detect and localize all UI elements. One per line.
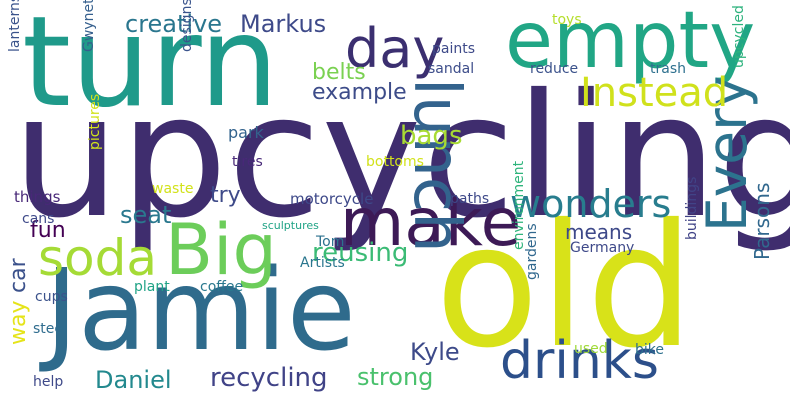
word-try: try — [210, 183, 241, 208]
word-example: example — [312, 80, 407, 105]
word-cups: cups — [35, 289, 68, 305]
word-jamie: Jamie — [45, 246, 356, 376]
word-plant: plant — [134, 279, 170, 295]
word-paints: paints — [432, 41, 476, 57]
word-sandal: sandal — [428, 61, 475, 77]
word-means: means — [565, 220, 633, 244]
word-cans: cans — [22, 211, 55, 227]
word-gwyneth: Gwyneth — [81, 0, 97, 52]
word-tom: Tom — [316, 234, 345, 250]
word-kyle: Kyle — [410, 338, 460, 366]
word-instead: Instead — [580, 70, 729, 116]
word-day: day — [345, 17, 445, 80]
word-reusing: reusing — [312, 238, 409, 268]
word-parsons: Parsons — [750, 182, 774, 260]
word-strong: strong — [357, 363, 434, 391]
word-buildings: buildings — [684, 176, 700, 240]
word-creative: creative — [125, 10, 223, 38]
word-daniel: Daniel — [95, 366, 172, 394]
word-upcycling: upcycling — [12, 58, 790, 256]
word-germany: Germany — [570, 240, 635, 256]
word-turn: turn — [22, 0, 279, 135]
word-fun: fun — [30, 218, 66, 243]
word-lanterns: lanterns — [7, 0, 23, 52]
word-markus: Markus — [240, 10, 327, 38]
word-pictures: pictures — [87, 93, 103, 150]
word-empty: empty — [505, 0, 756, 86]
word-reduce: reduce — [530, 61, 579, 77]
word-things: things — [14, 188, 61, 206]
word-motorcycle: motorcycle — [290, 190, 374, 208]
word-used: used — [574, 341, 608, 357]
word-recycling: recycling — [210, 363, 328, 393]
word-paths: paths — [450, 191, 490, 207]
word-coffee: coffee — [200, 279, 244, 295]
word-drinks: drinks — [500, 331, 659, 391]
word-toys: toys — [552, 12, 582, 28]
word-bike: bike — [635, 342, 664, 358]
word-bottoms: bottoms — [366, 154, 424, 170]
word-help: help — [33, 374, 64, 390]
word-belts: belts — [312, 60, 366, 85]
word-seat: seat — [120, 201, 172, 229]
word-tires: tires — [232, 154, 263, 170]
word-make: make — [340, 184, 522, 261]
word-sculptures: sculptures — [262, 219, 319, 232]
word-artists: Artists — [300, 255, 345, 271]
word-old: old — [435, 188, 695, 386]
word-big: Big — [165, 209, 277, 291]
word-way: way — [6, 300, 31, 346]
word-steel: steel — [33, 321, 67, 337]
word-gardens: gardens — [524, 223, 540, 280]
word-park: park — [228, 123, 264, 142]
word-waste: waste — [152, 181, 194, 197]
word-car: car — [6, 258, 31, 293]
word-designs: designs — [179, 0, 195, 52]
word-trash: trash — [650, 61, 686, 77]
word-soda: soda — [38, 229, 158, 287]
word-wonders: wonders — [510, 182, 672, 226]
word-bags: bags — [400, 121, 463, 151]
word-upcycled: upcycled — [731, 5, 747, 68]
